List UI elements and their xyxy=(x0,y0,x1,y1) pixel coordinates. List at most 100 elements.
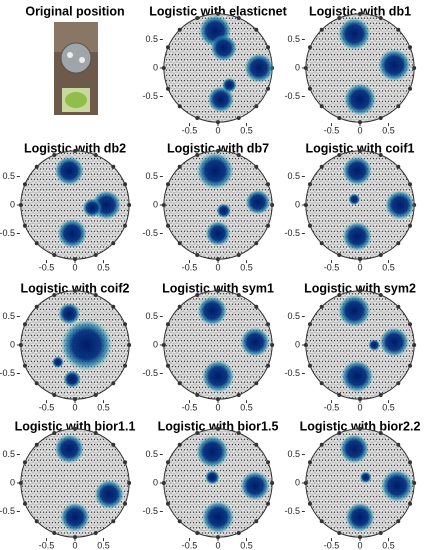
x-tick-label: -0.5 xyxy=(324,125,340,135)
electrode xyxy=(307,182,312,187)
electrode xyxy=(254,304,259,309)
y-tick-label: -0.5 xyxy=(284,91,300,101)
electrode xyxy=(319,104,324,109)
electrode xyxy=(34,381,39,386)
electrode xyxy=(337,430,342,435)
x-tick-label: -0.5 xyxy=(182,402,198,412)
electrode xyxy=(266,322,271,327)
electrode xyxy=(378,15,383,20)
electrode xyxy=(195,430,200,435)
electrode xyxy=(111,241,116,246)
y-tick-label: 0 xyxy=(295,62,300,72)
electrode xyxy=(216,426,220,431)
electrode xyxy=(396,241,401,246)
electrode xyxy=(307,363,312,368)
x-tick-label: -0.5 xyxy=(324,402,340,412)
electrode xyxy=(396,442,401,447)
panel-title: Logistic with bior2.2 xyxy=(300,419,421,433)
conductivity-region xyxy=(379,327,410,357)
electrode xyxy=(307,223,312,228)
y-tick-label: -0.5 xyxy=(142,228,158,238)
electrode xyxy=(408,363,413,368)
conductivity-region xyxy=(195,435,229,468)
y-tick-label: 0 xyxy=(10,339,15,349)
electrode xyxy=(319,442,324,447)
x-tick-label: 0 xyxy=(357,540,362,550)
conductivity-region xyxy=(201,500,235,534)
conductivity-region xyxy=(377,48,411,82)
electrode xyxy=(236,292,241,297)
conductivity-region xyxy=(345,502,375,533)
electrode xyxy=(177,241,182,246)
electrode xyxy=(177,104,182,109)
conductivity-region xyxy=(207,86,235,113)
electrode xyxy=(307,501,312,506)
conductivity-region xyxy=(94,479,125,510)
conductivity-region xyxy=(210,34,238,62)
electrode xyxy=(177,519,182,524)
x-tick-label: 0.5 xyxy=(240,125,253,135)
electrode xyxy=(165,363,170,368)
conductivity-region xyxy=(54,433,85,464)
electrode xyxy=(195,116,200,121)
electrode xyxy=(216,397,220,402)
conductivity-region xyxy=(385,190,415,220)
electrode xyxy=(22,501,27,506)
conductivity-region xyxy=(82,198,102,218)
electrode xyxy=(358,257,362,262)
y-tick-label: 0 xyxy=(295,339,300,349)
electrode xyxy=(396,304,401,309)
x-tick-label: 0.5 xyxy=(97,262,110,272)
y-tick-label: -0.5 xyxy=(0,368,15,378)
electrode xyxy=(396,164,401,169)
electrode xyxy=(266,86,271,91)
electrode xyxy=(52,152,57,157)
x-tick-label: 0.5 xyxy=(382,125,395,135)
electrode xyxy=(307,460,312,465)
y-tick-label: -0.5 xyxy=(284,228,300,238)
conductivity-region xyxy=(63,370,82,389)
electrode xyxy=(408,182,413,187)
x-tick-label: -0.5 xyxy=(324,262,340,272)
panel-title: Logistic with elasticnet xyxy=(149,4,287,18)
y-tick-label: 0.5 xyxy=(287,311,300,321)
conductivity-region xyxy=(240,327,270,357)
electrode xyxy=(195,253,200,258)
electrode xyxy=(396,519,401,524)
y-tick-label: -0.5 xyxy=(142,91,158,101)
y-tick-label: -0.5 xyxy=(284,368,300,378)
y-tick-label: -0.5 xyxy=(142,368,158,378)
x-tick-label: 0.5 xyxy=(382,540,395,550)
electrode xyxy=(18,481,23,485)
electrode xyxy=(195,393,200,398)
x-tick-label: 0 xyxy=(357,125,362,135)
electrode xyxy=(52,292,57,297)
conductivity-region xyxy=(221,77,237,93)
electrode xyxy=(378,393,383,398)
electrode xyxy=(165,460,170,465)
electrode xyxy=(254,381,259,386)
electrode xyxy=(111,442,116,447)
panel-title: Logistic with sym2 xyxy=(304,281,416,295)
conductivity-region xyxy=(380,469,414,503)
x-tick-label: -0.5 xyxy=(39,540,55,550)
electrode xyxy=(216,257,220,262)
conductivity-region xyxy=(339,433,370,464)
electrode xyxy=(52,531,57,536)
electrode xyxy=(73,257,77,262)
electrode xyxy=(18,343,23,347)
x-tick-label: 0 xyxy=(215,262,220,272)
x-tick-label: 0.5 xyxy=(240,540,253,550)
electrode xyxy=(266,363,271,368)
electrode xyxy=(236,15,241,20)
photo-title: Original position xyxy=(25,4,124,18)
electrode xyxy=(337,393,342,398)
electrode xyxy=(73,148,77,153)
x-tick-label: -0.5 xyxy=(182,262,198,272)
electrode xyxy=(165,501,170,506)
electrode xyxy=(408,460,413,465)
x-tick-label: 0.5 xyxy=(382,262,395,272)
electrode xyxy=(177,381,182,386)
electrode xyxy=(307,45,312,50)
electrode xyxy=(358,288,362,293)
